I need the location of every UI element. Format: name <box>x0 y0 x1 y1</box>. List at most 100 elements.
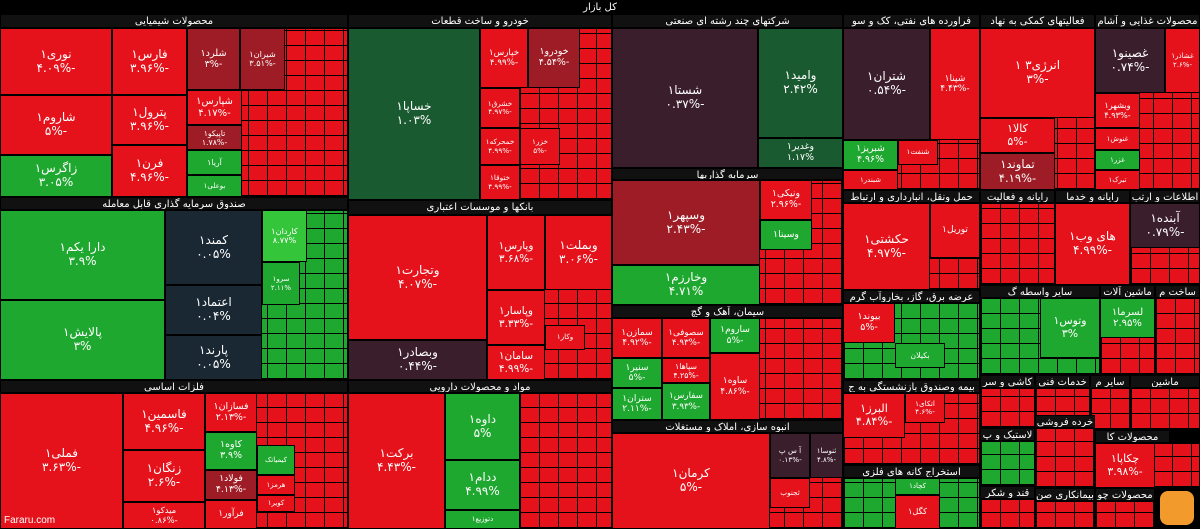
sector-header: کاشی و سر <box>980 375 1035 388</box>
stock-change: ۲.۴۲% <box>783 82 818 96</box>
stock-name: سامان۱ <box>498 350 534 363</box>
sector-header: فعالیتهای کمکی به نهاد <box>980 14 1095 28</box>
stock-name: خساپا۱ <box>396 99 432 114</box>
stock-tile: وبشهر۱ -۴.۹۳% <box>1095 93 1140 128</box>
stock-change: ۳% <box>73 339 92 353</box>
stock-tile: ددام۱ ۴.۹۹% <box>445 460 520 510</box>
stock-change: ۰.۰۵% <box>196 246 231 261</box>
stock-name: ساروم۱ <box>720 325 750 336</box>
stock-tile: وتجارت۱ -۴.۰۷% <box>348 215 487 340</box>
sector-body <box>1035 501 1095 529</box>
stock-change: -۴.۱۹% <box>998 170 1037 185</box>
sector-body <box>1155 298 1200 375</box>
stock-name: ساوه۱ <box>722 376 748 387</box>
stock-change: -۴.۹۳% <box>1104 109 1131 120</box>
stock-name: وخارزم۱ <box>664 270 708 285</box>
stock-tile: سرو۱ ۲.۱۱% <box>262 262 300 305</box>
stock-change: ۰.۰۴% <box>196 309 231 323</box>
stock-name: آبنده۱ <box>1150 210 1180 225</box>
sector-header: محصولات شیمیایی <box>0 14 348 28</box>
stock-change: ۴.۷۱% <box>668 284 704 298</box>
stock-tile: حکشتی۱ -۴.۹۷% <box>843 203 930 290</box>
stock-change: -۵% <box>679 480 703 494</box>
stock-name: وغدیر۱ <box>786 141 815 153</box>
stock-tile: شلرد۱ -۳% <box>187 28 240 90</box>
stock-change: -۳.۹۸% <box>1107 464 1143 478</box>
stock-name: کاردان۱ <box>271 225 298 236</box>
watermark: Fararu.com <box>4 515 56 526</box>
stock-tile: فارس۱ -۳.۹۶% <box>112 28 187 95</box>
stock-change: ۳.۰۵% <box>38 175 74 189</box>
stock-name: کرمان۱ <box>672 466 710 481</box>
sector-header: رایانه و فعالیت <box>980 190 1055 203</box>
stock-tile: پالایش۱ ۳% <box>0 300 165 380</box>
stock-name: وبملت۱ <box>559 237 598 252</box>
stock-tile: خپارس۱ -۴.۹۹% <box>480 28 528 88</box>
stock-change: -۴.۹۹% <box>489 58 519 68</box>
sector-header: سایر م <box>1090 375 1130 388</box>
stock-tile: شنفت۱ <box>898 140 938 165</box>
stock-tile: وخارزم۱ ۴.۷۱% <box>612 265 760 305</box>
stock-change: -۵% <box>1007 134 1028 148</box>
sector-body <box>980 499 1035 529</box>
stock-tile: سامان۱ -۴.۹۹% <box>487 345 545 380</box>
stock-change: -۳.۹۳% <box>671 401 701 412</box>
stock-tile: بوعلی۱ <box>187 175 242 197</box>
stock-name: داوه۱ <box>468 411 497 426</box>
stock-change: -۰.۴۴% <box>398 359 437 373</box>
stock-change: ۴.۹۹% <box>465 484 500 498</box>
sector-body <box>1095 501 1155 529</box>
stock-tile: وپاسار۱ -۳.۳۳% <box>487 290 545 345</box>
stock-name: وسینا۱ <box>773 228 799 240</box>
stock-tile: ثنوسا۱ -۴.۸% <box>810 433 843 478</box>
stock-change: -۴.۹۶% <box>144 420 184 435</box>
stock-name: بکیلان <box>910 351 930 360</box>
sector-header: عرضه برق، گاز، بخاروآب گرم <box>843 290 980 303</box>
stock-change: -۳.۵۱% <box>249 58 276 68</box>
stock-tile: تبرک۱ <box>1095 170 1140 190</box>
stock-tile: کمند۱ ۰.۰۵% <box>165 210 262 285</box>
stock-tile: بیوند۱ -۵% <box>843 303 895 343</box>
stock-tile: البرز۱ -۴.۸۴% <box>843 393 905 438</box>
stock-tile: خساپا۱ ۱.۰۳% <box>348 28 480 200</box>
stock-tile: دارا یکم۱ ۳.۹% <box>0 210 165 300</box>
sector-header: محصولات کا <box>1095 430 1170 443</box>
stock-tile: شبندر۱ <box>843 170 898 190</box>
sector-header: محصولات چو <box>1095 488 1155 501</box>
stock-name: توریل۱ <box>942 225 968 236</box>
stock-change: -۴.۹۹% <box>488 181 512 191</box>
stock-change: -۴.۹۹% <box>1073 243 1112 257</box>
stock-name: انرژی۳ ۱ <box>1014 58 1061 73</box>
stock-change: ۳.۹% <box>68 254 97 268</box>
stock-change: ۴.۹۶% <box>857 154 884 165</box>
stock-tile: لسرما۱ ۲.۹۵% <box>1100 298 1155 338</box>
stock-change: -۴.۲۵% <box>673 370 699 380</box>
stock-change: -۳.۹۶% <box>130 119 169 133</box>
stock-tile: انرژی۳ ۱ -۳% <box>980 28 1095 118</box>
stock-name: غشاذر۱ <box>1171 52 1194 61</box>
stock-tile: غصینو۱ -۰.۷۴% <box>1095 28 1165 93</box>
sector-body <box>980 203 1055 285</box>
stock-tile: وپارس۱ -۳.۶۸% <box>487 215 545 290</box>
stock-name: اتکای۱ <box>915 398 935 408</box>
stock-name: وپاسار۱ <box>498 305 534 318</box>
sector-body <box>980 441 1035 486</box>
sector-header: حمل ونقل، انبارداری و ارتباط <box>843 190 980 203</box>
stock-change: -۴.۰۹% <box>36 60 76 75</box>
stock-name: کگل۱ <box>908 506 927 517</box>
stock-tile: پارند۱ ۰.۰۵% <box>165 335 262 380</box>
stock-name: شپنا۱ <box>944 73 966 84</box>
stock-tile: وبصادر۱ -۰.۴۴% <box>348 340 487 380</box>
stock-name: لسرما۱ <box>1111 306 1144 318</box>
stock-tile: کچاد۱ <box>895 478 940 495</box>
stock-name: تاپیکو۱ <box>203 128 226 138</box>
stock-change: -۴.۴۳% <box>940 84 970 94</box>
stock-name: سپاها۱ <box>675 361 697 371</box>
stock-name: اعتماد۱ <box>195 295 232 310</box>
stock-change: -۴.۱۳% <box>215 484 247 495</box>
stock-tile: کگل۱ <box>895 495 940 529</box>
stock-tile: آریا۱ <box>187 150 242 175</box>
stock-tile: سفارس۱ -۳.۹۳% <box>662 383 710 420</box>
stock-tile: کالا۱ -۵% <box>980 118 1055 153</box>
